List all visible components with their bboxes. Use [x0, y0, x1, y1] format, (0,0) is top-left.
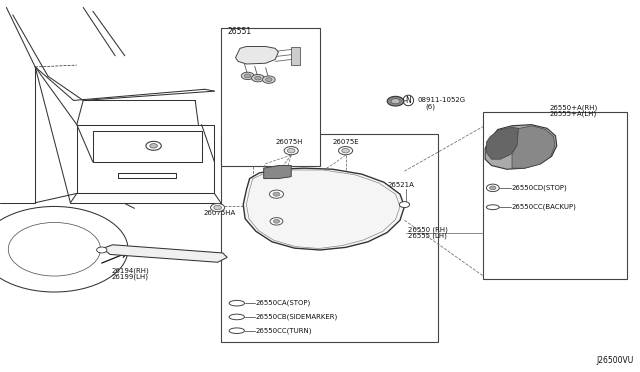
- Circle shape: [244, 74, 251, 78]
- Circle shape: [342, 148, 349, 153]
- Circle shape: [391, 99, 400, 104]
- Circle shape: [146, 141, 161, 150]
- Circle shape: [490, 186, 496, 190]
- Circle shape: [266, 78, 272, 81]
- Text: 26521A: 26521A: [387, 182, 414, 188]
- Text: 26550CC(TURN): 26550CC(TURN): [256, 327, 312, 334]
- Circle shape: [270, 218, 283, 225]
- Text: 26194(RH): 26194(RH): [112, 267, 150, 274]
- Text: 26550CC(BACKUP): 26550CC(BACKUP): [512, 204, 577, 211]
- Text: 26555+A(LH): 26555+A(LH): [549, 111, 596, 118]
- Text: 08911-1052G: 08911-1052G: [417, 97, 465, 103]
- Text: 26550CA(STOP): 26550CA(STOP): [256, 300, 311, 307]
- Text: S: S: [23, 246, 28, 254]
- Circle shape: [241, 72, 254, 80]
- Text: 26075H: 26075H: [275, 139, 303, 145]
- Polygon shape: [102, 245, 227, 262]
- Circle shape: [284, 147, 298, 155]
- Polygon shape: [291, 46, 300, 65]
- Text: 26075E: 26075E: [333, 139, 360, 145]
- Text: 08566-6122A: 08566-6122A: [33, 247, 78, 253]
- Circle shape: [8, 222, 100, 276]
- Circle shape: [339, 147, 353, 155]
- Text: (6): (6): [426, 103, 436, 110]
- Text: (2): (2): [42, 252, 51, 259]
- Polygon shape: [512, 126, 555, 168]
- Polygon shape: [485, 125, 557, 169]
- Circle shape: [269, 190, 284, 198]
- Circle shape: [211, 203, 225, 212]
- Polygon shape: [243, 168, 404, 250]
- Text: 26555 (LH): 26555 (LH): [408, 233, 447, 240]
- Ellipse shape: [486, 205, 499, 210]
- Ellipse shape: [229, 328, 244, 333]
- Text: 26550CB(SIDEMARKER): 26550CB(SIDEMARKER): [256, 314, 339, 320]
- Circle shape: [150, 144, 157, 148]
- Text: 26551: 26551: [227, 27, 252, 36]
- Circle shape: [287, 148, 295, 153]
- Text: J26500VU: J26500VU: [596, 356, 634, 365]
- Text: 26550 (RH): 26550 (RH): [408, 227, 447, 233]
- Ellipse shape: [229, 301, 244, 306]
- Polygon shape: [264, 166, 291, 179]
- Text: 26550CD(STOP): 26550CD(STOP): [512, 185, 568, 191]
- Polygon shape: [486, 127, 518, 159]
- Circle shape: [97, 247, 107, 253]
- Circle shape: [252, 74, 264, 82]
- Polygon shape: [236, 46, 278, 64]
- FancyBboxPatch shape: [221, 134, 438, 342]
- Circle shape: [0, 206, 128, 292]
- Circle shape: [255, 76, 261, 80]
- Circle shape: [214, 205, 221, 210]
- Ellipse shape: [229, 314, 244, 320]
- Circle shape: [486, 184, 499, 192]
- Circle shape: [273, 192, 280, 196]
- Text: 26550+A(RH): 26550+A(RH): [549, 105, 597, 111]
- Text: N: N: [406, 96, 411, 105]
- Circle shape: [273, 219, 280, 223]
- Text: 26199(LH): 26199(LH): [112, 274, 149, 280]
- Circle shape: [387, 96, 404, 106]
- FancyBboxPatch shape: [483, 112, 627, 279]
- Circle shape: [399, 202, 410, 208]
- FancyBboxPatch shape: [221, 28, 320, 166]
- Text: 26075HA: 26075HA: [204, 210, 236, 216]
- Circle shape: [262, 76, 275, 83]
